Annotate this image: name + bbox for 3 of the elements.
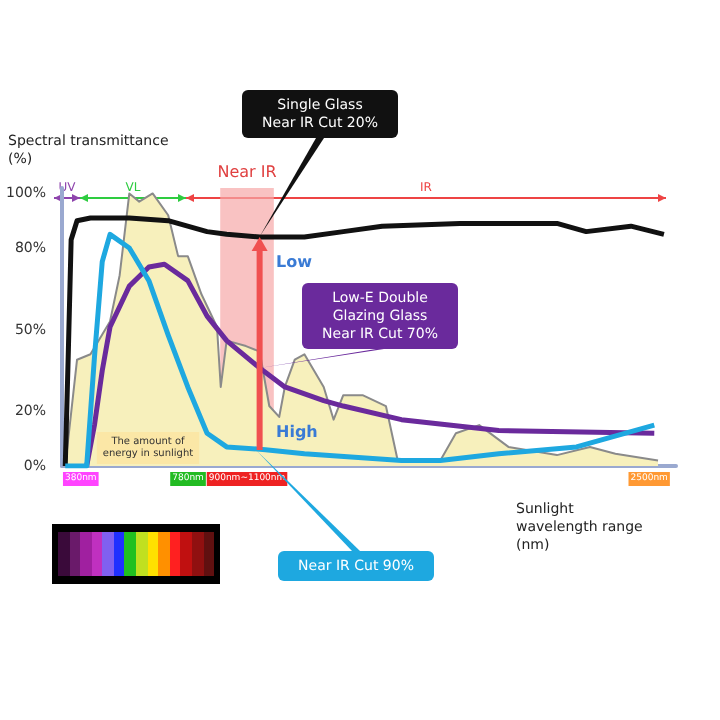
annotation: Low bbox=[276, 253, 314, 271]
band-label: Near IR bbox=[217, 163, 278, 181]
annotation: High bbox=[276, 423, 319, 441]
